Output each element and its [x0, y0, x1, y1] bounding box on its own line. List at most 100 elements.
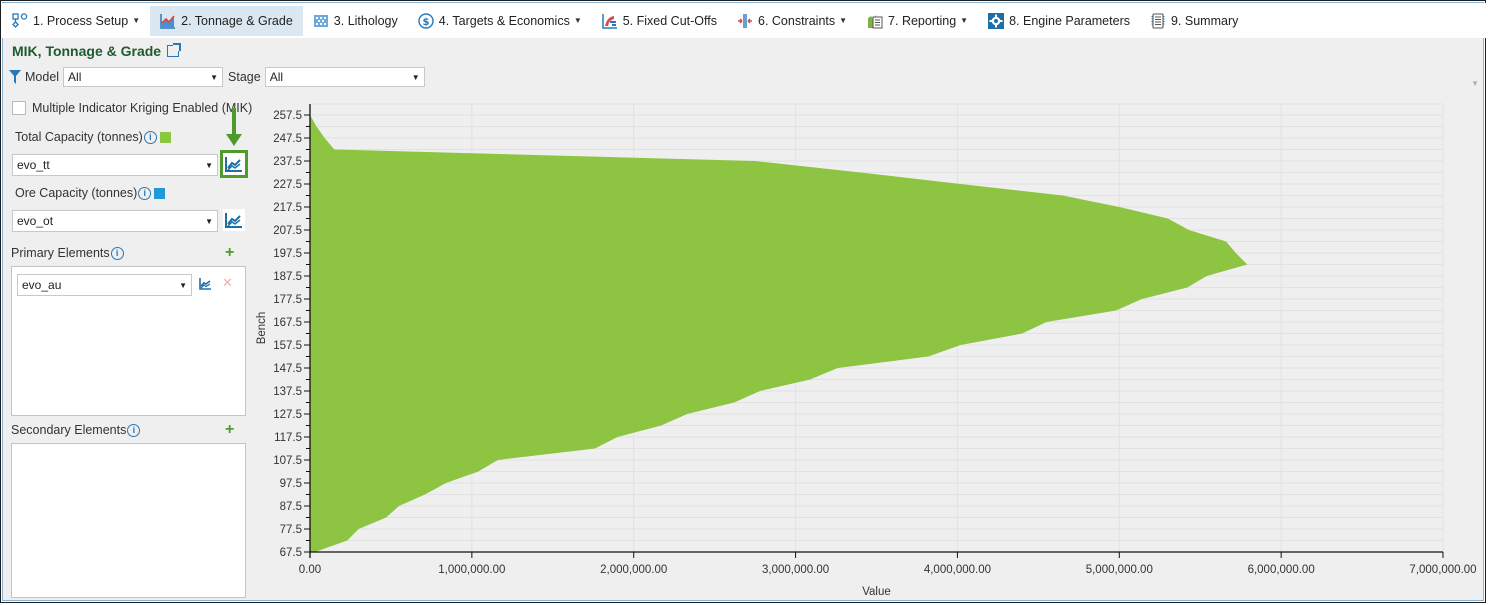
mik-checkbox[interactable] [12, 101, 26, 115]
tab-reporting[interactable]: 7. Reporting ▼ [857, 6, 978, 36]
y-tick-label: 87.5 [280, 501, 302, 513]
tab-label: 4. Targets & Economics [438, 13, 570, 28]
stage-label: Stage [228, 70, 261, 84]
add-secondary-element-button[interactable]: + [225, 421, 235, 438]
model-select[interactable]: All ▼ [63, 67, 224, 87]
total-capacity-value: evo_tt [17, 158, 50, 172]
tab-constraints[interactable]: 6. Constraints ▼ [727, 6, 857, 36]
secondary-elements-label: Secondary Elements [11, 423, 127, 437]
add-primary-element-button[interactable]: + [225, 244, 235, 261]
info-icon[interactable]: i [143, 130, 157, 144]
primary-element-value: evo_au [22, 278, 62, 292]
ore-capacity-select[interactable]: evo_ot ▼ [12, 210, 218, 232]
trend-chart-icon [225, 213, 242, 228]
lithology-grid-icon [313, 13, 329, 29]
stage-select-value: All [269, 70, 284, 84]
x-tick-label: 6,000,000.00 [1248, 564, 1315, 576]
tab-lithology[interactable]: 3. Lithology [303, 6, 408, 36]
tab-label: 2. Tonnage & Grade [181, 13, 293, 28]
chevron-down-icon[interactable]: ▼ [573, 16, 582, 25]
filter-row: Model All ▼ Stage All ▼ [9, 67, 425, 87]
tab-targets-economics[interactable]: $4. Targets & Economics ▼ [408, 6, 592, 36]
chevron-down-icon[interactable]: ▼ [132, 16, 141, 25]
y-tick-label: 147.5 [273, 363, 302, 375]
dollar-icon: $ [418, 12, 434, 29]
tab-process-setup[interactable]: 1. Process Setup ▼ [2, 6, 150, 36]
collapse-indicator-icon[interactable]: ▼ [1471, 79, 1479, 88]
secondary-elements-list [11, 443, 246, 598]
y-tick-label: 237.5 [273, 156, 302, 168]
chevron-down-icon: ▼ [411, 72, 420, 82]
y-tick-label: 167.5 [273, 317, 302, 329]
external-link-icon[interactable] [167, 43, 182, 57]
chevron-down-icon[interactable]: ▼ [960, 16, 969, 25]
cutoff-chart-icon [602, 13, 618, 29]
tab-fixed-cut-offs[interactable]: 5. Fixed Cut-Offs [592, 6, 727, 36]
y-tick-label: 217.5 [273, 202, 302, 214]
y-tick-label: 207.5 [273, 225, 302, 237]
mik-checkbox-row[interactable]: Multiple Indicator Kriging Enabled (MIK) [12, 101, 252, 115]
stage-select[interactable]: All ▼ [264, 67, 425, 87]
info-icon[interactable]: i [110, 246, 124, 260]
x-axis-title: Value [862, 586, 891, 598]
info-icon[interactable]: i [138, 186, 152, 200]
model-select-value: All [68, 70, 82, 84]
page-title: MIK, Tonnage & Grade [12, 43, 162, 59]
total-capacity-select[interactable]: evo_tt ▼ [12, 154, 218, 176]
tab-summary[interactable]: 9. Summary [1140, 6, 1248, 36]
tab-label: 1. Process Setup [33, 13, 129, 28]
total-capacity-color-swatch[interactable] [159, 131, 171, 143]
area-series-evo_tt[interactable] [310, 115, 1248, 552]
tab-label: 5. Fixed Cut-Offs [622, 13, 717, 28]
filter-icon [9, 70, 21, 84]
model-label: Model [25, 70, 60, 84]
y-tick-label: 257.5 [273, 110, 302, 122]
tab-tonnage-grade[interactable]: 2. Tonnage & Grade [150, 5, 303, 36]
y-tick-label: 77.5 [280, 524, 302, 536]
ore-capacity-color-swatch[interactable] [154, 187, 166, 199]
primary-element-select[interactable]: evo_au ▼ [17, 274, 192, 296]
y-tick-label: 117.5 [274, 432, 302, 444]
x-tick-label: 2,000,000.00 [600, 564, 667, 576]
tab-engine-parameters[interactable]: 8. Engine Parameters [978, 6, 1140, 36]
summary-doc-icon [1150, 12, 1166, 29]
y-tick-label: 227.5 [273, 179, 302, 191]
total-capacity-label: Total Capacity (tonnes) [15, 130, 143, 144]
y-tick-label: 187.5 [273, 271, 302, 283]
primary-elements-label: Primary Elements [11, 246, 110, 260]
y-tick-label: 127.5 [273, 409, 302, 421]
ore-capacity-value: evo_ot [17, 214, 54, 228]
total-capacity-chart-button[interactable] [220, 150, 248, 178]
chevron-down-icon: ▼ [210, 72, 219, 82]
x-tick-label: 0.00 [299, 564, 321, 576]
chevron-down-icon[interactable]: ▼ [839, 16, 848, 25]
tab-label: 3. Lithology [333, 13, 398, 28]
x-tick-label: 3,000,000.00 [762, 564, 829, 576]
page-title-row: MIK, Tonnage & Grade [12, 43, 182, 59]
primary-elements-list: evo_au ▼ ✕ [11, 266, 246, 416]
primary-elements-label-row: Primary Elements i [11, 246, 124, 260]
y-tick-label: 97.5 [280, 478, 302, 490]
y-tick-label: 177.5 [273, 294, 302, 306]
y-axis-title: Bench [256, 312, 268, 345]
remove-element-button[interactable]: ✕ [222, 275, 233, 290]
process-flow-icon [12, 12, 28, 29]
y-tick-label: 197.5 [273, 248, 302, 260]
chevron-down-icon: ▼ [179, 280, 187, 290]
highlight-arrow-icon [226, 108, 242, 146]
svg-text:$: $ [422, 17, 429, 28]
tab-label: 9. Summary [1170, 13, 1239, 28]
y-tick-label: 137.5 [273, 386, 302, 398]
trend-chart-icon[interactable] [199, 278, 212, 290]
ore-capacity-chart-button[interactable] [223, 209, 245, 231]
secondary-elements-label-row: Secondary Elements i [11, 423, 141, 437]
y-tick-label: 157.5 [273, 340, 302, 352]
x-tick-label: 5,000,000.00 [1086, 564, 1153, 576]
tab-label: 6. Constraints [758, 13, 836, 28]
constraints-icon [737, 13, 753, 29]
ore-capacity-label: Ore Capacity (tonnes) [15, 186, 138, 200]
y-tick-label: 107.5 [273, 455, 302, 467]
report-icon [867, 13, 883, 29]
info-icon[interactable]: i [127, 423, 141, 437]
tab-bar: 1. Process Setup ▼ 2. Tonnage & Grade 3. Li… [2, 3, 1486, 38]
